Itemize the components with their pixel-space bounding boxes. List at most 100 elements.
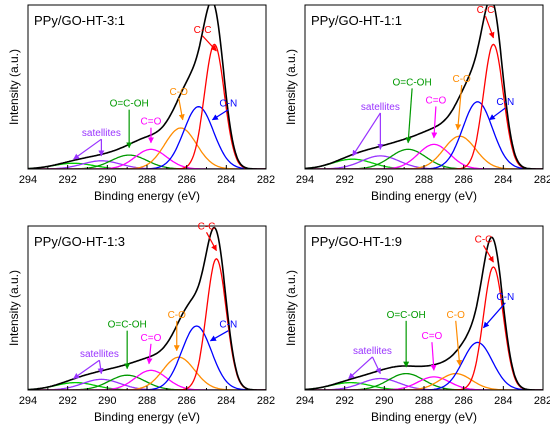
annotation-label: O=C-OH	[387, 310, 426, 321]
annotation-arrow	[348, 356, 373, 379]
x-tick-label: 286	[177, 395, 195, 407]
x-tick-label: 286	[177, 174, 195, 186]
annotation-arrow	[205, 231, 217, 252]
annotation-arrow	[371, 356, 381, 375]
component-curve	[28, 154, 266, 169]
x-axis-label: Binding energy (eV)	[371, 189, 477, 203]
annotation-arrow	[484, 15, 495, 39]
annotation-label: C=O	[141, 117, 162, 128]
annotation-arrow	[146, 343, 153, 365]
component-curve	[305, 143, 543, 169]
x-tick-label: 292	[335, 174, 353, 186]
x-tick-label: 284	[494, 174, 512, 186]
annotation-label: C-N	[496, 292, 514, 303]
annotation-label: O=C-OH	[110, 99, 149, 110]
x-tick-label: 294	[19, 395, 37, 407]
panel-title: PPy/GO-HT-1:3	[34, 234, 125, 249]
annotation-arrow	[202, 35, 217, 52]
component-curve	[28, 162, 266, 169]
annotation-arrow	[405, 88, 413, 144]
curves-group	[28, 226, 266, 390]
x-tick-label: 284	[217, 395, 235, 407]
x-tick-label: 282	[257, 174, 275, 186]
annotation-label: C-O	[170, 87, 189, 98]
annotation-arrow	[73, 138, 102, 160]
x-tick-label: 282	[534, 395, 550, 407]
annotation-label: C-C	[475, 234, 493, 245]
component-curve	[28, 258, 266, 390]
component-curve	[305, 372, 543, 390]
annotation-label: O=C-OH	[108, 320, 147, 331]
component-curve	[305, 43, 543, 169]
x-tick-label: 286	[454, 395, 472, 407]
x-tick-label: 290	[375, 395, 393, 407]
annotation-arrow	[178, 98, 185, 121]
x-tick-label: 290	[375, 174, 393, 186]
component-curve	[28, 43, 266, 169]
y-axis-label: Intensity (a.u.)	[284, 49, 298, 125]
component-curve	[305, 135, 543, 169]
annotation-arrow	[482, 245, 494, 263]
plot-frame	[27, 225, 267, 391]
x-tick-label: 294	[296, 395, 314, 407]
annotation-label: C=O	[425, 95, 446, 106]
component-curve	[305, 148, 543, 169]
x-tick-label: 294	[19, 174, 37, 186]
annotation-arrow	[73, 359, 100, 380]
x-tick-label: 290	[98, 174, 116, 186]
x-tick-label: 288	[415, 174, 433, 186]
annotation-label: C-C	[198, 221, 216, 232]
annotation-arrow	[209, 330, 229, 342]
envelope-curve	[305, 5, 543, 169]
annotation-arrow	[97, 360, 104, 375]
component-curve	[28, 148, 266, 169]
panel-title: PPy/GO-HT-3:1	[34, 13, 125, 28]
x-tick-label: 286	[454, 174, 472, 186]
y-axis-label: Intensity (a.u.)	[7, 270, 21, 346]
envelope-curve	[28, 226, 266, 390]
x-axis-label: Binding energy (eV)	[94, 189, 200, 203]
annotation-label: C-C	[477, 5, 495, 16]
component-curve	[305, 381, 543, 390]
annotation-label: C=O	[141, 333, 162, 344]
annotation-arrow	[211, 109, 229, 121]
annotation-label: satellites	[82, 128, 121, 139]
y-axis-label: Intensity (a.u.)	[284, 270, 298, 346]
chart-panel: 294 292 290 288 286 284 282 Binding energy (eV)…	[284, 4, 550, 203]
annotation-label: C=O	[422, 331, 443, 342]
component-curve	[28, 369, 266, 390]
component-curve	[28, 381, 266, 390]
annotation-arrow	[455, 320, 463, 366]
envelope-curve	[28, 5, 266, 169]
y-axis-label: Intensity (a.u.)	[7, 49, 21, 125]
annotation-arrow	[430, 342, 437, 371]
annotation-label: O=C-OH	[393, 77, 432, 88]
annotation-label: satellites	[80, 349, 119, 360]
x-tick-label: 294	[296, 174, 314, 186]
x-tick-label: 288	[415, 395, 433, 407]
annotation-label: C-O	[453, 74, 472, 85]
chart-panel: 294 292 290 288 286 284 282 Binding energy (eV)…	[284, 225, 550, 424]
x-tick-label: 284	[217, 174, 235, 186]
x-tick-label: 290	[98, 395, 116, 407]
x-tick-label: 288	[138, 174, 156, 186]
x-tick-label: 284	[494, 395, 512, 407]
x-tick-label: 282	[257, 395, 275, 407]
component-curve	[305, 266, 543, 390]
x-axis-label: Binding energy (eV)	[371, 410, 477, 424]
annotation-label: C-O	[447, 310, 466, 321]
annotation-arrow	[488, 107, 506, 121]
annotation-label: C-N	[219, 99, 237, 110]
x-tick-label: 282	[534, 174, 550, 186]
x-tick-label: 292	[335, 395, 353, 407]
annotation-arrow	[455, 85, 463, 131]
x-axis-label: Binding energy (eV)	[94, 410, 200, 424]
component-curve	[305, 158, 543, 169]
plot-frame	[27, 4, 267, 170]
panel-title: PPy/GO-HT-1:1	[311, 13, 402, 28]
annotation-label: C-N	[219, 320, 237, 331]
x-tick-label: 292	[58, 174, 76, 186]
component-curve	[305, 376, 543, 390]
annotation-label: C-O	[168, 310, 187, 321]
